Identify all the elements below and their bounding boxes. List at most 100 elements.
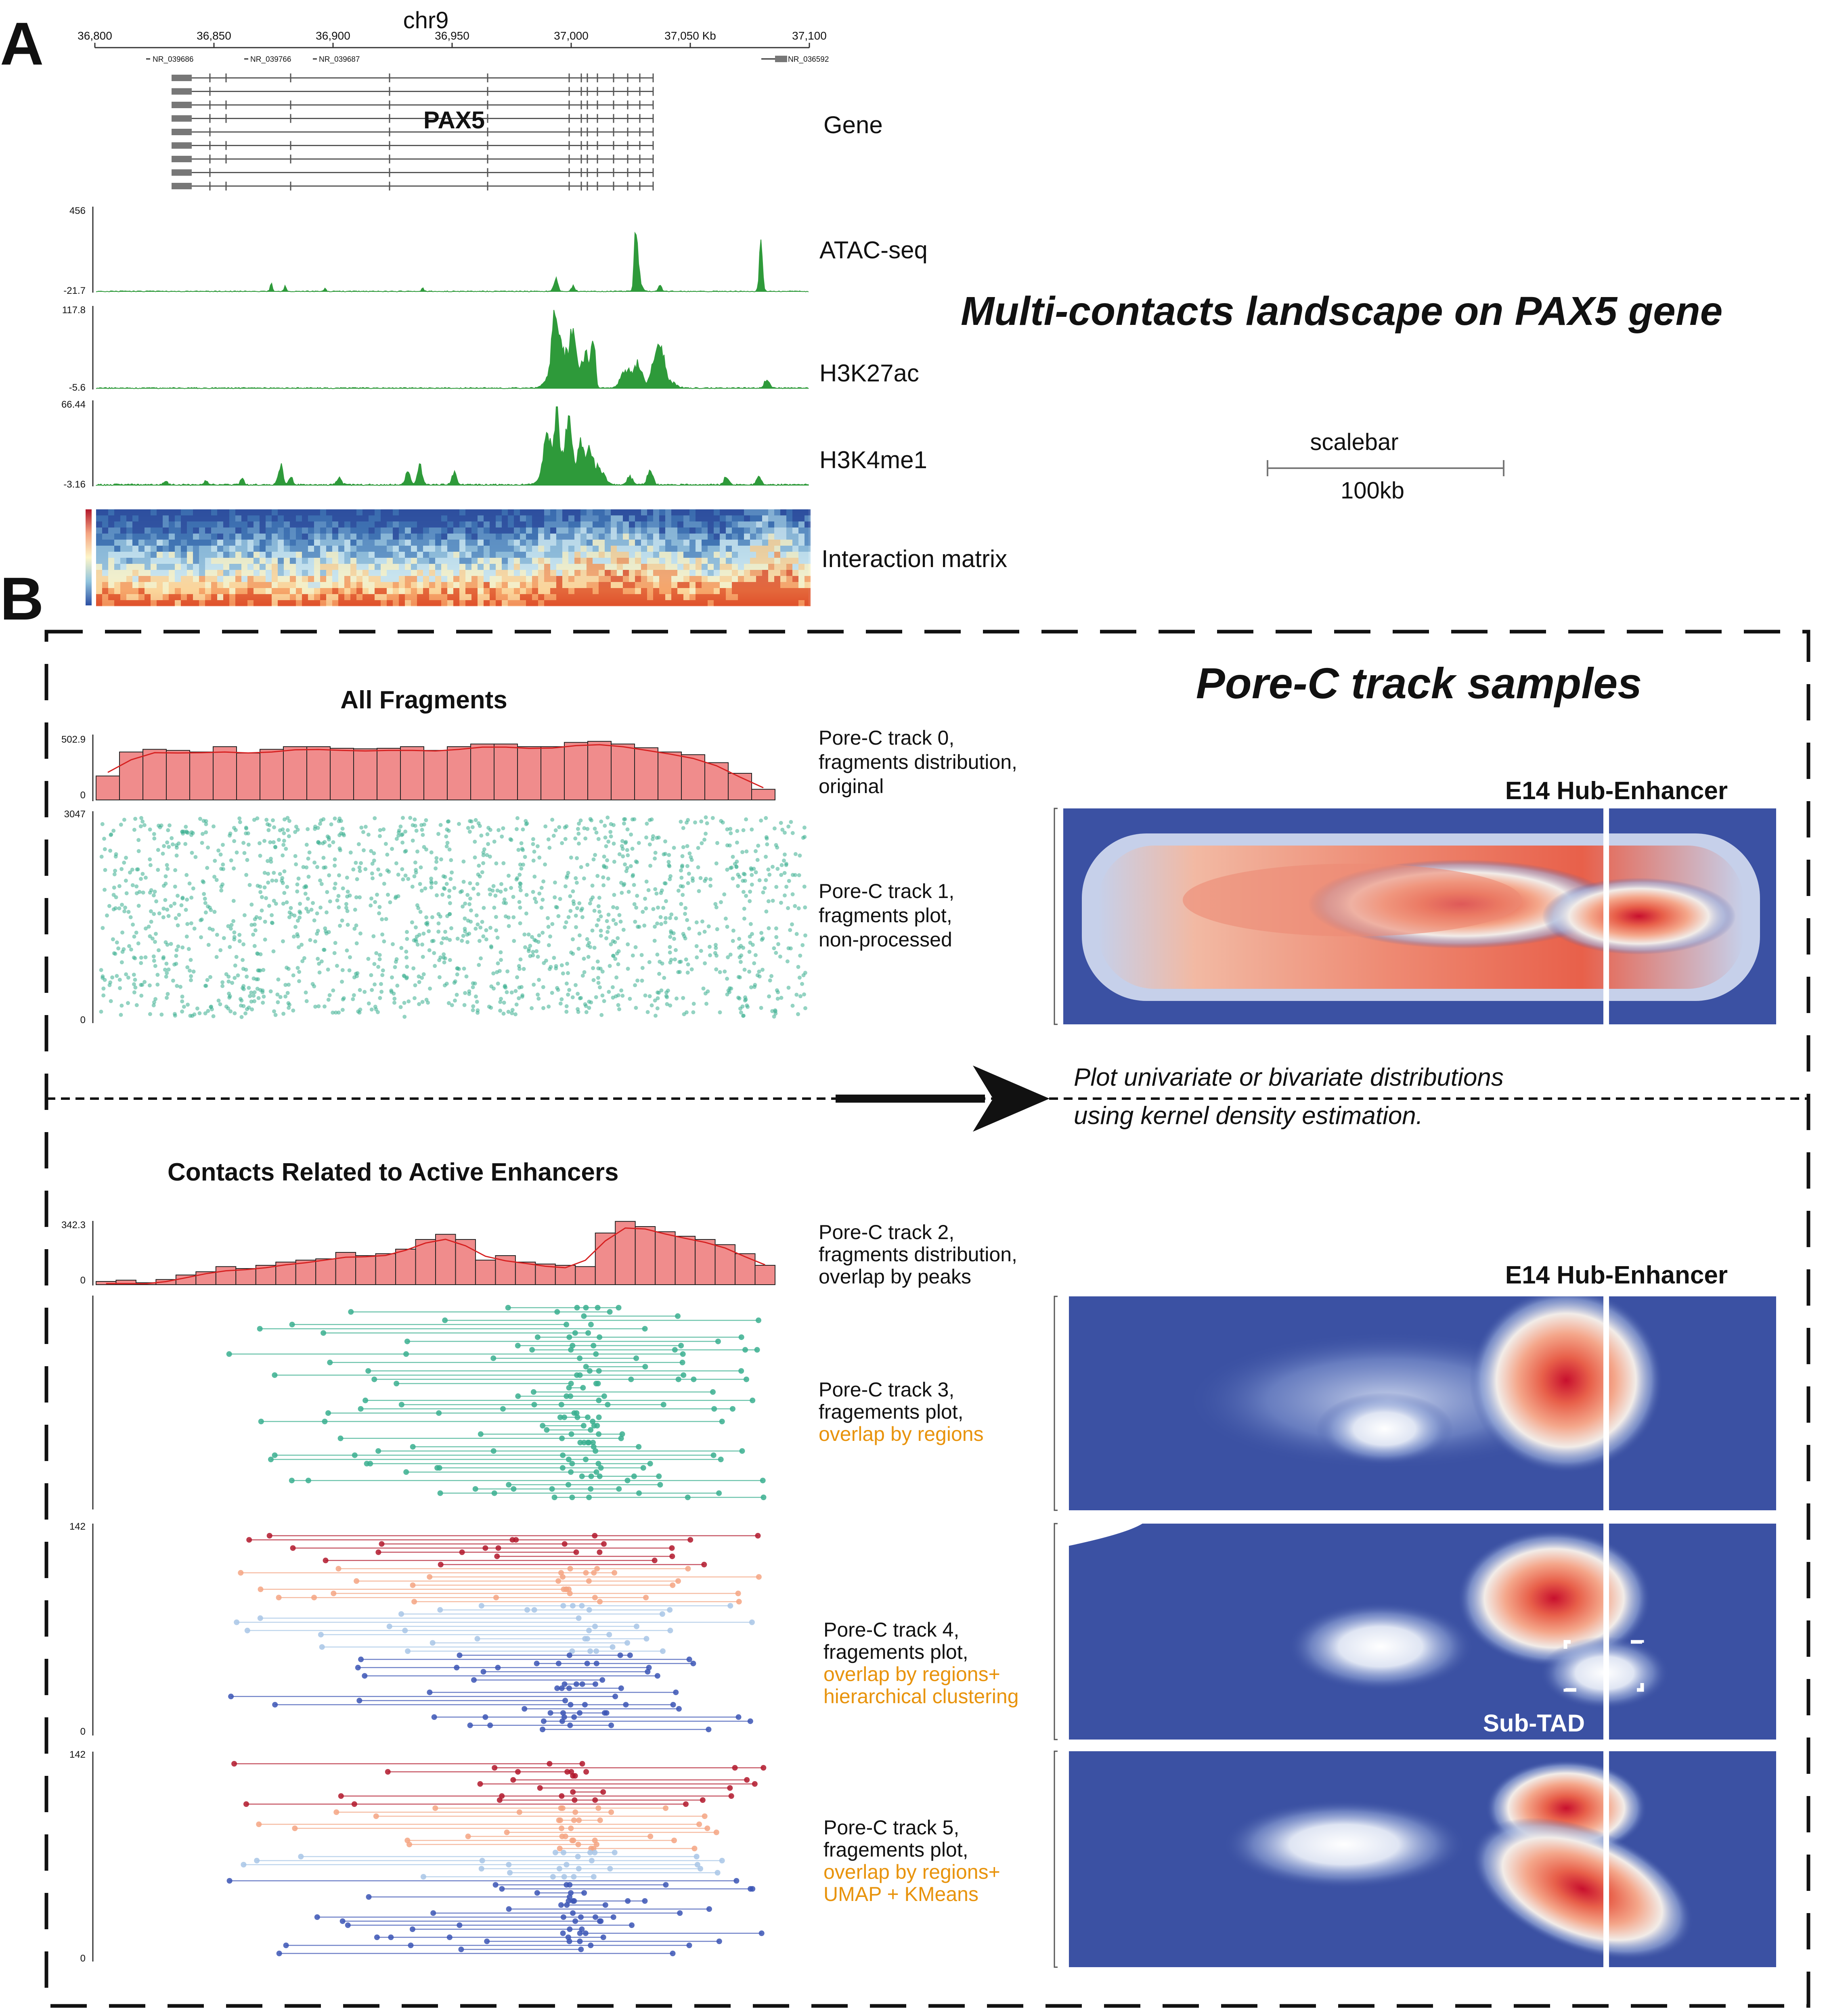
track1-scatter (99, 815, 807, 1019)
fragment-point (241, 1862, 247, 1867)
histogram-bar (306, 746, 331, 800)
fragment-point (747, 950, 752, 954)
coord-tick-label: 37,000 (554, 29, 589, 42)
fragment-point (530, 1389, 536, 1395)
matrix-cell (508, 528, 514, 534)
fragment-point (467, 989, 471, 994)
fragment-point (124, 891, 129, 896)
fragment-point (515, 816, 520, 821)
fragment-point (372, 962, 377, 966)
fragment-point (244, 831, 248, 835)
fragment-point (609, 834, 613, 839)
matrix-cell (223, 515, 229, 521)
fragment-point (468, 819, 472, 823)
kde2-bracket (1054, 1296, 1058, 1511)
matrix-cell (120, 540, 126, 546)
matrix-cell (768, 540, 774, 546)
matrix-cell (484, 540, 490, 546)
matrix-cell (756, 600, 762, 606)
matrix-cell (805, 558, 811, 564)
matrix-cell (641, 558, 647, 564)
fragment-point (685, 1566, 691, 1572)
matrix-cell (459, 521, 465, 528)
matrix-cell (120, 521, 126, 528)
fragment-point (362, 1397, 369, 1403)
fragment-point (558, 1001, 563, 1006)
histogram-bar (714, 1244, 736, 1285)
fragment-point (606, 877, 610, 881)
matrix-cell (96, 576, 102, 582)
matrix-cell (453, 509, 459, 515)
matrix-cell (393, 534, 399, 540)
matrix-cell (429, 528, 435, 534)
matrix-cell (665, 588, 671, 594)
fragment-point (541, 879, 546, 883)
matrix-cell (623, 528, 629, 534)
fragment-point (249, 902, 254, 907)
matrix-cell (762, 594, 768, 600)
fragment-point (580, 915, 585, 919)
matrix-cell (611, 552, 617, 558)
matrix-cell (157, 552, 163, 558)
track5-label-2: fragements plot, (823, 1838, 968, 1861)
fragment-point (185, 965, 190, 969)
matrix-cell (296, 515, 302, 521)
matrix-cell (429, 600, 435, 606)
matrix-cell (163, 564, 169, 570)
matrix-cell (193, 528, 199, 534)
matrix-cell (696, 515, 702, 521)
matrix-cell (193, 576, 199, 582)
fragment-point (551, 833, 556, 838)
fragment-point (595, 1305, 601, 1311)
fragment-point (704, 831, 708, 836)
fragment-point (742, 917, 746, 921)
fragment-point (498, 1009, 503, 1013)
fragment-point (317, 961, 321, 966)
matrix-cell (266, 558, 272, 564)
fragment-point (587, 1648, 593, 1654)
matrix-cell (526, 521, 532, 528)
fragment-point (611, 918, 616, 922)
matrix-cell (683, 515, 689, 521)
matrix-cell (653, 540, 659, 546)
matrix-cell (792, 600, 798, 606)
fragment-point (304, 865, 309, 870)
matrix-cell (447, 528, 453, 534)
fragment-point (430, 881, 434, 886)
fragment-point (462, 1003, 467, 1007)
fragment-point (578, 1914, 584, 1920)
matrix-cell (605, 552, 611, 558)
fragment-point (340, 968, 345, 972)
fragment-point (774, 935, 779, 939)
matrix-cell (399, 564, 405, 570)
fragment-point (585, 863, 590, 867)
fragment-point (583, 1570, 589, 1576)
matrix-cell (653, 546, 659, 552)
fragment-point (165, 840, 170, 845)
fragment-point (237, 939, 242, 943)
matrix-cell (435, 515, 441, 521)
fragment-point (516, 848, 521, 852)
fragment-point (247, 986, 251, 990)
matrix-cell (641, 534, 647, 540)
matrix-cell (471, 521, 478, 528)
fragment-point (769, 974, 773, 978)
fragment-point (683, 906, 688, 910)
fragment-point (412, 874, 417, 879)
fragment-point (581, 1440, 587, 1446)
matrix-cell (768, 546, 774, 552)
matrix-cell (175, 576, 181, 582)
matrix-cell (683, 582, 689, 588)
matrix-cell (623, 576, 629, 582)
matrix-cell (526, 594, 532, 600)
matrix-cell (702, 570, 708, 576)
matrix-cell (296, 546, 302, 552)
matrix-cell (447, 558, 453, 564)
fragment-point (744, 849, 749, 854)
matrix-cell (550, 521, 556, 528)
fragment-point (562, 1414, 567, 1420)
fragment-point (660, 1648, 666, 1654)
fragment-point (531, 890, 535, 894)
fragment-point (484, 1939, 490, 1944)
fragment-point (401, 816, 405, 820)
